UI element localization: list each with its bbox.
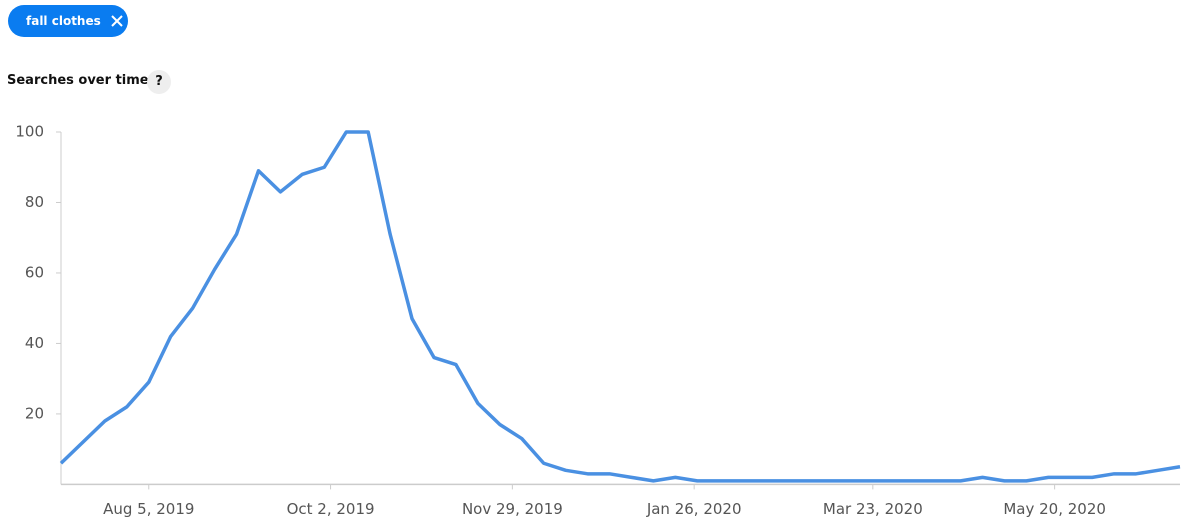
y-tick-label: 40 [25,334,44,352]
y-tick-label: 80 [25,193,44,211]
y-tick-label: 60 [25,263,44,281]
section-title: Searches over time [7,73,149,88]
help-icon[interactable]: ? [147,70,171,94]
y-tick-label: 20 [25,404,44,422]
x-tick-label: Mar 23, 2020 [823,500,923,518]
x-tick-label: Nov 29, 2019 [462,500,563,518]
x-tick-label: Aug 5, 2019 [103,500,194,518]
remove-icon[interactable] [111,15,123,27]
series-line [59,130,1181,483]
keyword-chip[interactable]: fall clothes [8,5,128,37]
x-tick-label: Oct 2, 2019 [287,500,375,518]
chip-label: fall clothes [26,14,101,28]
x-tick-label: May 20, 2020 [1003,500,1106,518]
y-tick-label: 100 [15,123,44,141]
x-tick-label: Jan 26, 2020 [646,500,742,518]
